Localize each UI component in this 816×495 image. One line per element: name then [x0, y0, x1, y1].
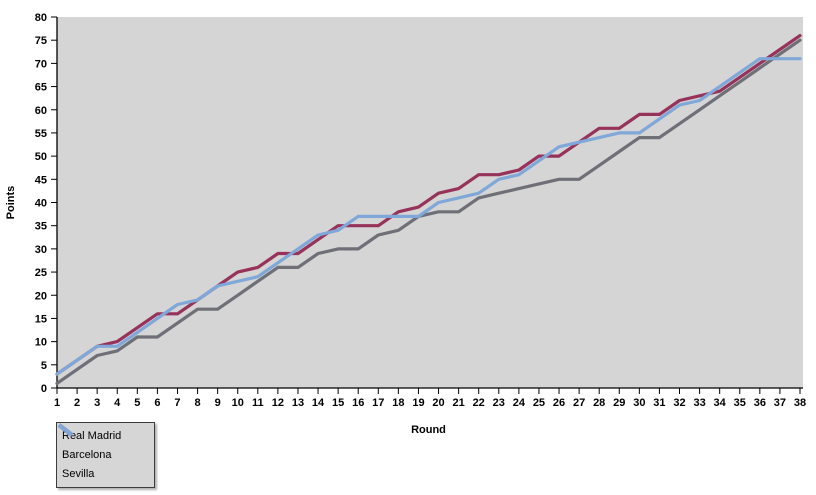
x-tick-label: 6	[154, 397, 160, 409]
x-tick-label: 1	[54, 397, 60, 409]
y-tick-label: 55	[35, 128, 47, 140]
y-tick-label: 20	[35, 290, 47, 302]
legend-label: Real Madrid	[62, 429, 122, 442]
x-tick-label: 23	[493, 397, 505, 409]
series-line-barcelona	[55, 33, 802, 376]
x-tick-label: 25	[533, 397, 545, 409]
x-tick-label: 19	[412, 397, 424, 409]
legend: Real Madrid Barcelona Sevilla	[56, 422, 155, 488]
x-tick-label: 8	[195, 397, 201, 409]
x-tick-label: 29	[613, 397, 625, 409]
y-axis-title: Points	[5, 186, 17, 220]
y-tick-label: 40	[35, 198, 47, 210]
x-tick-label: 10	[232, 397, 244, 409]
x-tick-label: 27	[573, 397, 585, 409]
y-tick-label: 10	[35, 337, 47, 349]
y-tick-label: 5	[41, 360, 47, 372]
x-tick-label: 24	[513, 397, 526, 409]
y-tick-label: 50	[35, 151, 47, 163]
y-tick-label: 15	[35, 313, 47, 325]
x-tick-label: 36	[754, 397, 766, 409]
x-tick-label: 9	[215, 397, 221, 409]
x-tick-label: 7	[174, 397, 180, 409]
x-tick-label: 22	[473, 397, 485, 409]
x-tick-label: 33	[693, 397, 705, 409]
x-tick-label: 21	[452, 397, 464, 409]
x-tick-label: 12	[272, 397, 284, 409]
y-tick-label: 65	[35, 82, 47, 94]
x-tick-label: 14	[312, 397, 325, 409]
x-tick-label: 13	[292, 397, 304, 409]
x-tick-label: 26	[553, 397, 565, 409]
y-tick-label: 30	[35, 244, 47, 256]
legend-item-sevilla: Sevilla	[57, 423, 149, 483]
x-tick-label: 11	[252, 397, 264, 409]
x-tick-label: 30	[633, 397, 645, 409]
y-tick-label: 70	[35, 58, 47, 70]
y-tick-label: 60	[35, 105, 47, 117]
legend-line-swatch-icon	[57, 423, 74, 437]
x-tick-label: 5	[134, 397, 140, 409]
x-tick-label: 2	[74, 397, 80, 409]
y-tick-label: 25	[35, 267, 47, 279]
x-tick-label: 38	[794, 397, 806, 409]
legend-label: Barcelona	[62, 448, 112, 461]
x-tick-label: 3	[94, 397, 100, 409]
legend-item-barcelona: Barcelona	[57, 423, 149, 464]
x-tick-label: 31	[653, 397, 665, 409]
x-tick-label: 20	[432, 397, 444, 409]
legend-label: Sevilla	[62, 467, 95, 480]
y-tick-label: 45	[35, 174, 47, 186]
plot-area	[57, 17, 803, 388]
x-tick-label: 32	[673, 397, 685, 409]
x-tick-label: 16	[352, 397, 364, 409]
y-tick-label: 75	[35, 35, 47, 47]
x-tick-label: 18	[392, 397, 404, 409]
y-tick-label: 80	[35, 12, 47, 24]
y-tick-label: 35	[35, 221, 47, 233]
x-tick-label: 4	[114, 397, 121, 409]
x-tick-label: 35	[734, 397, 746, 409]
x-axis-title: Round	[411, 424, 446, 436]
x-tick-label: 37	[774, 397, 786, 409]
x-tick-label: 15	[332, 397, 344, 409]
series-line-real-madrid	[55, 38, 802, 385]
x-tick-label: 17	[372, 397, 384, 409]
series-line-sevilla	[55, 57, 802, 376]
x-tick-label: 28	[593, 397, 605, 409]
x-tick-label: 34	[714, 397, 727, 409]
legend-item-real-madrid: Real Madrid	[57, 423, 149, 445]
y-tick-label: 0	[41, 383, 47, 395]
